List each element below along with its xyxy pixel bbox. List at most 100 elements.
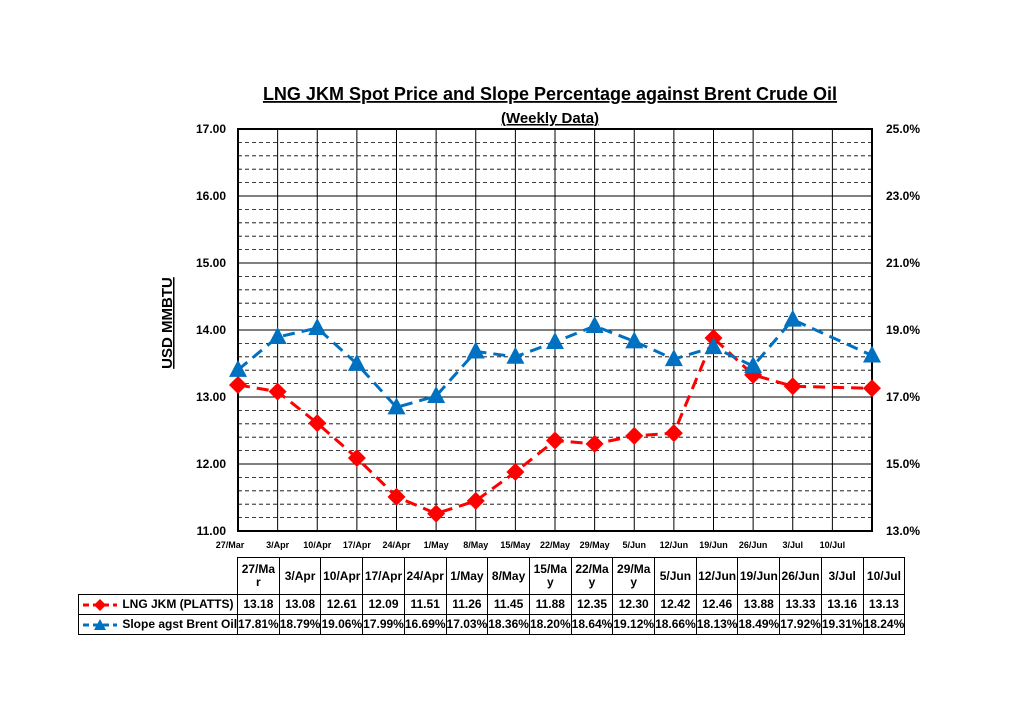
legend-cell-jkm: LNG JKM (PLATTS) — [77, 594, 239, 615]
data-point-jkm — [546, 431, 564, 450]
data-point-slope — [664, 349, 683, 367]
table-cell: 17.92% — [779, 614, 822, 635]
x-tick-label: 3/Jul — [782, 540, 803, 550]
red-diamond-line-icon — [83, 598, 117, 611]
y2-tick-label: 13.0% — [886, 524, 920, 538]
chart-subtitle: (Weekly Data) — [501, 110, 599, 127]
x-tick-label: 10/Apr — [303, 540, 332, 550]
table-row-slope: Slope agst Brent Oil 17.81% 18.79% 19.06% 1… — [77, 614, 906, 635]
table-cell: 18.49% — [737, 614, 781, 635]
data-table-container: 27/Ma r 3/Apr 10/Apr 17/Apr 24/Apr 1/May 8/May… — [77, 557, 906, 635]
table-cell: 18.24% — [862, 614, 906, 635]
data-point-slope — [546, 332, 564, 350]
table-cell: 11.45 — [487, 594, 530, 615]
x-tick-label: 22/May — [540, 540, 570, 550]
data-point-jkm — [585, 434, 604, 453]
table-cell: 18.79% — [278, 614, 322, 635]
table-cell: 19.06% — [320, 614, 364, 635]
x-tick-label: 8/May — [463, 540, 488, 550]
x-tick-label: 10/Jul — [820, 540, 846, 550]
data-point-slope — [466, 341, 485, 359]
table-header-cell: 15/Ma y — [528, 557, 572, 595]
table-cell: 13.13 — [862, 594, 906, 615]
table-corner — [78, 557, 239, 595]
data-point-jkm — [268, 382, 287, 401]
table-cell: 18.66% — [654, 614, 697, 635]
y2-tick-label: 25.0% — [886, 122, 920, 136]
x-tick-label: 5/Jun — [622, 540, 646, 550]
table-cell: 12.09 — [362, 594, 405, 615]
data-point-slope — [744, 356, 763, 374]
table-header-row: 27/Ma r 3/Apr 10/Apr 17/Apr 24/Apr 1/May 8/May… — [78, 557, 906, 595]
table-cell: 18.20% — [528, 614, 572, 635]
table-header-cell: 3/Jul — [820, 557, 864, 595]
data-point-slope — [308, 317, 327, 335]
table-cell: 13.33 — [779, 594, 822, 615]
table-cell: 19.31% — [820, 614, 864, 635]
y2-tick-label: 17.0% — [886, 390, 920, 404]
y2-tick-label: 19.0% — [886, 323, 920, 337]
table-header-cell: 10/Jul — [862, 557, 906, 595]
axes: 11.00 12.00 13.00 14.00 15.00 16.00 17.00 13.0%… — [196, 122, 920, 550]
table-header-cell: 26/Jun — [779, 557, 822, 595]
x-tick-label: 15/May — [500, 540, 530, 550]
series-group — [229, 309, 881, 523]
data-point-slope — [347, 353, 366, 371]
data-point-jkm — [783, 377, 802, 396]
table-cell: 12.35 — [570, 594, 614, 615]
table-cell: 13.18 — [237, 594, 280, 615]
x-tick-label: 26/Jun — [739, 540, 768, 550]
x-tick-label: 19/Jun — [699, 540, 728, 550]
y-tick-label: 13.00 — [196, 390, 226, 404]
table-header-cell: 29/Ma y — [612, 557, 656, 595]
x-tick-label: 29/May — [580, 540, 610, 550]
data-point-jkm — [347, 448, 366, 467]
table-cell: 18.36% — [487, 614, 530, 635]
table-header-cell: 10/Apr — [320, 557, 364, 595]
x-tick-label: 1/May — [424, 540, 449, 550]
table-cell: 12.61 — [320, 594, 364, 615]
data-point-jkm — [387, 487, 406, 506]
y-axis-label: USD MMBTU — [159, 277, 176, 369]
legend-cell-slope: Slope agst Brent Oil — [77, 614, 239, 635]
y2-tick-label: 23.0% — [886, 189, 920, 203]
blue-triangle-line-icon — [83, 618, 117, 630]
data-point-slope — [506, 346, 525, 364]
table-cell: 19.12% — [612, 614, 656, 635]
data-point-jkm — [308, 414, 327, 433]
y-tick-label: 16.00 — [196, 189, 226, 203]
data-point-slope — [229, 359, 247, 377]
data-table: 27/Ma r 3/Apr 10/Apr 17/Apr 24/Apr 1/May 8/May… — [77, 557, 906, 635]
data-point-jkm — [664, 424, 683, 443]
legend-label-jkm: LNG JKM (PLATTS) — [122, 597, 234, 611]
table-header-cell: 5/Jun — [654, 557, 697, 595]
table-header-cell: 22/Ma y — [570, 557, 614, 595]
table-header-cell: 12/Jun — [695, 557, 739, 595]
data-point-jkm — [229, 375, 247, 394]
table-row-jkm: LNG JKM (PLATTS) 13.18 13.08 12.61 12.09 11.… — [77, 594, 906, 615]
x-tick-label: 17/Apr — [343, 540, 372, 550]
table-header-cell: 17/Apr — [362, 557, 405, 595]
table-cell: 11.51 — [403, 594, 447, 615]
data-point-slope — [387, 397, 406, 415]
x-tick-label: 27/Mar — [216, 540, 245, 550]
data-point-slope — [268, 327, 287, 345]
table-cell: 13.88 — [737, 594, 781, 615]
table-header-cell: 1/May — [445, 557, 489, 595]
table-cell: 17.99% — [362, 614, 405, 635]
x-tick-label: 12/Jun — [660, 540, 689, 550]
data-point-slope — [585, 315, 604, 333]
data-point-jkm — [466, 491, 485, 510]
table-cell: 12.42 — [654, 594, 697, 615]
x-tick-label: 3/Apr — [266, 540, 290, 550]
y-tick-label: 14.00 — [196, 323, 226, 337]
legend-label-slope: Slope agst Brent Oil — [122, 617, 238, 631]
y-tick-label: 17.00 — [196, 122, 226, 136]
table-cell: 18.13% — [695, 614, 739, 635]
table-header-cell: 19/Jun — [737, 557, 781, 595]
data-point-jkm — [863, 379, 881, 398]
data-point-slope — [783, 309, 802, 327]
table-cell: 11.88 — [528, 594, 572, 615]
table-cell: 13.16 — [820, 594, 864, 615]
